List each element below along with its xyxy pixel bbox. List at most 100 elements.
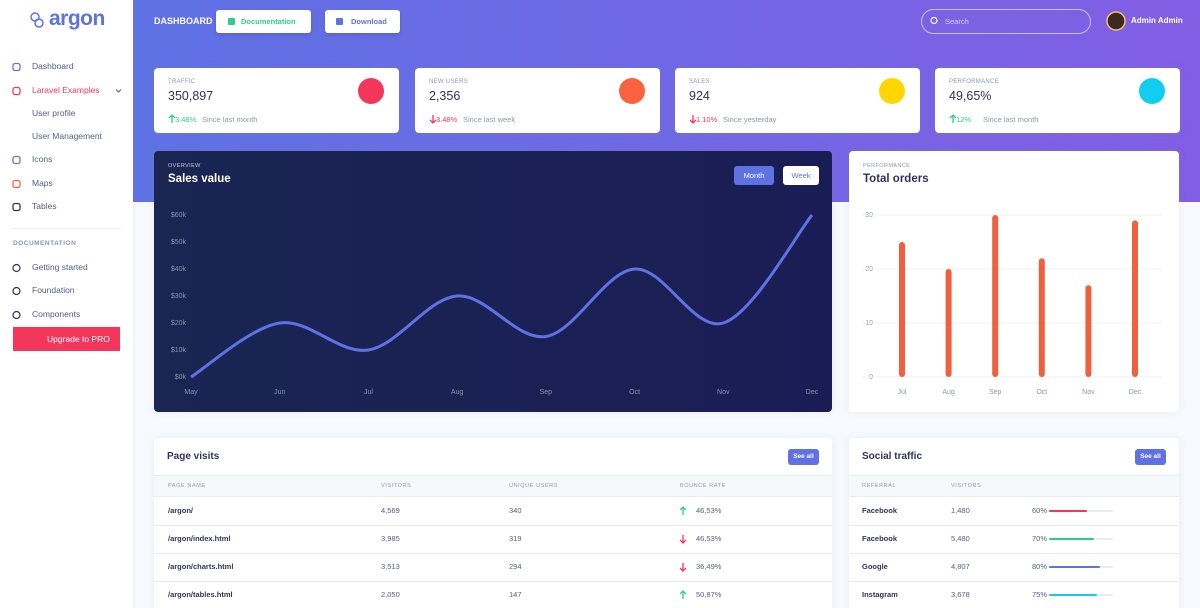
visitors: 4,569 — [381, 506, 400, 515]
page-name: /argon/tables.html — [168, 590, 233, 599]
referral: Google — [862, 562, 888, 571]
column-header: REFERRAL — [862, 483, 897, 489]
page-name: /argon/ — [168, 506, 194, 515]
table-card: Social traffic See all REFERRAL VISITORS Fac… — [849, 438, 1179, 608]
button-label: Documentation — [241, 17, 296, 26]
chart-subtitle: PERFORMANCE — [863, 163, 911, 169]
referral: Facebook — [862, 534, 898, 543]
user-name[interactable]: Admin Admin — [1131, 16, 1183, 25]
table-head — [154, 475, 832, 497]
stat-period: Since last month — [202, 115, 258, 124]
stat-period: Since yesterday — [723, 115, 777, 124]
header-button[interactable]: Documentation — [216, 10, 311, 33]
stat-card: PERFORMANCE 49,65% 12% Since last month — [935, 68, 1180, 133]
nav-item[interactable]: Icons — [32, 154, 53, 164]
nav-item[interactable]: Components — [32, 309, 81, 319]
header-button[interactable]: Download — [325, 10, 400, 33]
progress-track — [1049, 510, 1113, 512]
nav-section: DOCUMENTATION — [13, 240, 77, 247]
nav-item[interactable]: Getting started — [32, 262, 88, 272]
column-header: PAGE NAME — [168, 483, 206, 489]
chart-card: OVERVIEW Sales value Month Week — [154, 151, 832, 412]
nav-item[interactable]: Foundation — [32, 285, 75, 295]
divider — [12, 228, 121, 229]
page-title: DASHBOARD — [154, 16, 213, 26]
page-name: /argon/index.html — [168, 534, 231, 543]
table-card: Page visits See all PAGE NAME VISITORS UNIQU… — [154, 438, 832, 608]
stat-period: Since last month — [983, 115, 1039, 124]
stat-change: 3.48% — [175, 115, 197, 124]
nav-item[interactable]: Laravel Examples — [32, 85, 100, 95]
stat-card: TRAFFIC 350,897 3.48% Since last month — [154, 68, 399, 133]
visitors: 3,985 — [381, 534, 400, 543]
column-header: VISITORS — [381, 483, 412, 489]
bounce-rate: 36,49% — [696, 562, 722, 571]
chart-title: Sales value — [168, 173, 231, 185]
row-divider — [849, 553, 1179, 554]
row-divider — [849, 525, 1179, 526]
stat-change: 12% — [956, 115, 972, 124]
stat-label: PERFORMANCE — [949, 79, 999, 85]
visitors: 1,480 — [951, 506, 970, 515]
table-title: Social traffic — [862, 451, 923, 462]
stat-label: TRAFFIC — [168, 79, 196, 85]
percent-label: 75% — [1032, 590, 1048, 599]
stat-change: 3.48% — [436, 115, 458, 124]
stat-label: NEW USERS — [429, 79, 469, 85]
progress-bar — [1049, 566, 1101, 568]
chart-subtitle: OVERVIEW — [168, 163, 201, 169]
row-divider — [154, 525, 832, 526]
bounce-rate: 50,87% — [696, 590, 722, 599]
search-box[interactable]: Search — [921, 9, 1091, 34]
nav-item[interactable]: User Management — [32, 131, 102, 141]
unique-users: 147 — [509, 590, 522, 599]
toggle-button[interactable]: Month — [734, 166, 774, 185]
progress-track — [1049, 594, 1113, 596]
button-icon — [336, 18, 343, 25]
button-icon — [228, 18, 235, 25]
nav-item[interactable]: Tables — [32, 201, 57, 211]
visitors: 5,480 — [951, 534, 970, 543]
nav-item[interactable]: User profile — [32, 108, 76, 118]
row-divider — [154, 581, 832, 582]
chart-card: PERFORMANCE Total orders — [849, 151, 1179, 412]
stat-value: 924 — [689, 89, 710, 103]
visitors: 2,050 — [381, 590, 400, 599]
visitors: 3,513 — [381, 562, 400, 571]
stat-card: SALES 924 1.10% Since yesterday — [675, 68, 920, 133]
nav-item[interactable]: Dashboard — [32, 61, 74, 71]
see-all-button[interactable]: See all — [1135, 449, 1166, 465]
brand[interactable]: argon — [49, 7, 105, 30]
referral: Facebook — [862, 506, 898, 515]
search-placeholder: Search — [945, 17, 969, 26]
progress-track — [1049, 566, 1113, 568]
progress-bar — [1049, 538, 1094, 540]
toggle-button[interactable]: Week — [783, 166, 819, 185]
percent-label: 60% — [1032, 506, 1048, 515]
upgrade-button[interactable]: Upgrade to PRO — [13, 327, 120, 351]
see-all-button[interactable]: See all — [788, 449, 819, 465]
progress-bar — [1049, 510, 1088, 512]
bounce-rate: 46,53% — [696, 534, 722, 543]
unique-users: 294 — [509, 562, 522, 571]
stat-icon — [879, 78, 905, 104]
visitors: 4,807 — [951, 562, 970, 571]
stat-change: 1.10% — [696, 115, 718, 124]
stat-label: SALES — [689, 79, 710, 85]
stat-icon — [1139, 78, 1165, 104]
progress-bar — [1049, 594, 1097, 596]
sidebar — [0, 0, 133, 608]
referral: Instagram — [862, 590, 898, 599]
button-label: Download — [351, 17, 387, 26]
chart-title: Total orders — [863, 173, 929, 185]
row-divider — [154, 553, 832, 554]
column-header: UNIQUE USERS — [509, 483, 559, 489]
nav-item[interactable]: Maps — [32, 178, 53, 188]
stat-value: 49,65% — [949, 89, 992, 103]
stat-icon — [358, 78, 384, 104]
page-name: /argon/charts.html — [168, 562, 234, 571]
unique-users: 340 — [509, 506, 522, 515]
stat-value: 350,897 — [168, 89, 214, 103]
stat-icon — [619, 78, 645, 104]
